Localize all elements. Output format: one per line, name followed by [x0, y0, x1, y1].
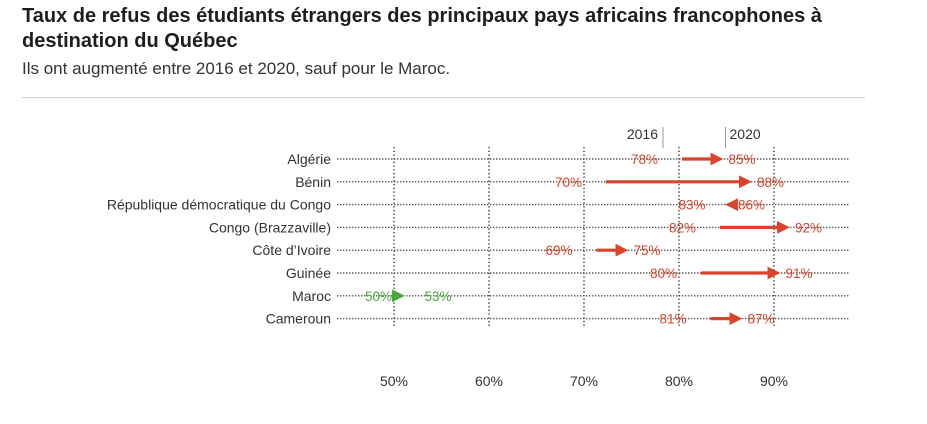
x-tick-label-70: 70% — [570, 373, 598, 389]
value-label-2016-algerie: 78% — [631, 152, 658, 167]
category-label-republique-democratique-du-congo: République démocratique du Congo — [107, 197, 331, 213]
value-label-2020-algerie: 85% — [729, 152, 756, 167]
category-label-cameroun: Cameroun — [266, 311, 331, 327]
value-label-2016-guinee: 80% — [650, 266, 677, 281]
category-label-benin: Bénin — [295, 174, 331, 190]
value-label-2020-cameroun: 87% — [748, 312, 775, 327]
value-label-2020-republique-democratique-du-congo: 86% — [738, 198, 765, 213]
value-label-2020-cote-d-ivoire: 75% — [634, 243, 661, 258]
category-label-algerie: Algérie — [287, 151, 331, 167]
chart-title: Taux de refus des étudiants étrangers de… — [22, 5, 822, 52]
value-label-2016-cote-d-ivoire: 69% — [545, 243, 572, 258]
year-label-2020: 2020 — [730, 126, 761, 142]
x-tick-label-60: 60% — [475, 373, 503, 389]
value-label-2020-congo-brazzaville: 92% — [795, 220, 822, 235]
category-label-congo-brazzaville: Congo (Brazzaville) — [209, 219, 331, 235]
x-tick-label-80: 80% — [665, 373, 693, 389]
chart-subtitle: Ils ont augmenté entre 2016 et 2020, sau… — [22, 59, 451, 78]
value-label-2020-maroc: 50% — [365, 289, 392, 304]
value-label-2016-congo-brazzaville: 82% — [669, 220, 696, 235]
category-label-maroc: Maroc — [292, 288, 331, 304]
value-label-2016-cameroun: 81% — [659, 312, 686, 327]
value-label-2020-guinee: 91% — [786, 266, 813, 281]
category-label-guinee: Guinée — [286, 265, 331, 281]
year-label-2016: 2016 — [627, 126, 658, 142]
x-tick-label-50: 50% — [380, 373, 408, 389]
value-label-2016-republique-democratique-du-congo: 83% — [678, 198, 705, 213]
value-label-2016-maroc: 53% — [425, 289, 452, 304]
title-divider — [22, 97, 865, 98]
value-label-2020-benin: 88% — [757, 175, 784, 190]
value-label-2016-benin: 70% — [555, 175, 582, 190]
category-label-cote-d-ivoire: Côte d’Ivoire — [252, 242, 331, 258]
x-tick-label-90: 90% — [760, 373, 788, 389]
